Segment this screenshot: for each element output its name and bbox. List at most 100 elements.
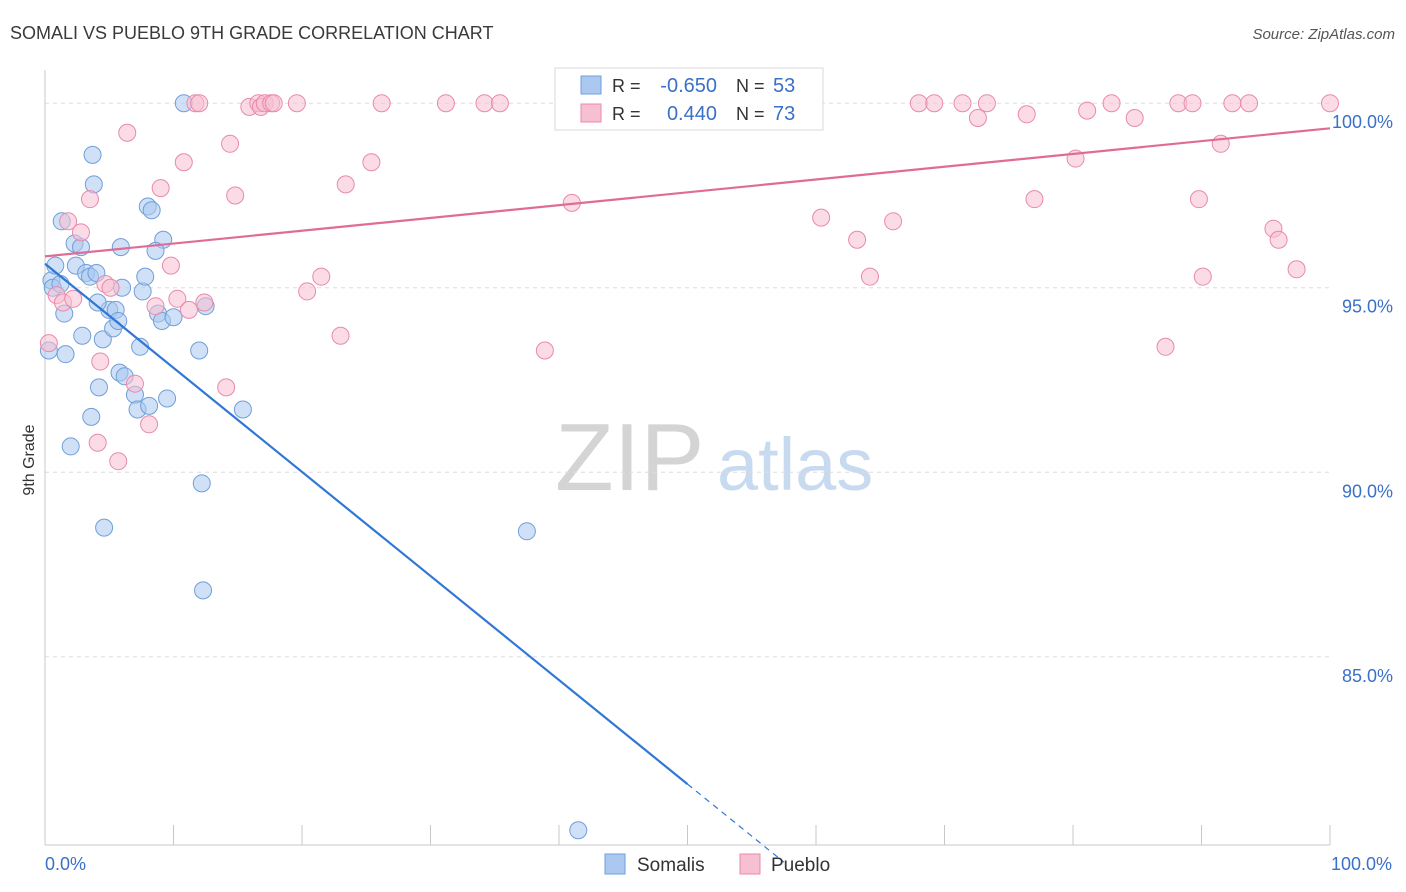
y-tick-label-1: 95.0% xyxy=(1342,297,1393,317)
pueblo-point-10 xyxy=(101,278,120,297)
x-tick-label-end: 100.0% xyxy=(1331,854,1392,874)
pueblo-point-58 xyxy=(1025,190,1044,209)
pueblo-point-22 xyxy=(190,94,209,113)
y-axis-label: 9th Grade xyxy=(21,424,38,495)
pueblo-point-15 xyxy=(146,297,165,316)
watermark-atlas: atlas xyxy=(717,423,873,506)
y-tick-label-2: 90.0% xyxy=(1342,481,1393,501)
stats-legend-r-value-somalis: -0.650 xyxy=(660,75,717,97)
somalis-point-46 xyxy=(233,400,252,419)
pueblo-point-14 xyxy=(140,415,159,434)
stats-legend-r-value-pueblo: 0.440 xyxy=(667,103,717,125)
pueblo-point-7 xyxy=(88,433,107,452)
somalis-point-18 xyxy=(89,378,108,397)
somalis-point-39 xyxy=(158,389,177,408)
bottom-legend-label-somalis: Somalis xyxy=(637,855,705,876)
pueblo-point-3 xyxy=(59,212,78,231)
stats-legend-swatch-somalis xyxy=(580,75,602,95)
somalis-point-15 xyxy=(83,145,102,164)
pueblo-point-40 xyxy=(436,94,455,113)
pueblo-point-53 xyxy=(925,94,944,113)
somalis-point-50 xyxy=(88,293,107,312)
pueblo-point-13 xyxy=(125,374,144,393)
pueblo-point-35 xyxy=(312,267,331,286)
pueblo-point-73 xyxy=(1287,260,1306,279)
pueblo-point-61 xyxy=(1102,94,1121,113)
pueblo-point-18 xyxy=(168,289,187,308)
y-tick-label-0: 100.0% xyxy=(1332,112,1393,132)
pueblo-point-24 xyxy=(217,378,236,397)
trend-lines xyxy=(44,127,1331,863)
pueblo-point-49 xyxy=(848,230,867,249)
pueblo-point-51 xyxy=(884,212,903,231)
x-axis-ticks xyxy=(44,825,1331,845)
somalis-point-11 xyxy=(73,326,92,345)
pueblo-point-70 xyxy=(1240,94,1259,113)
pueblo-point-60 xyxy=(1078,101,1097,120)
pueblo-point-16 xyxy=(151,179,170,198)
stats-legend-swatch-pueblo xyxy=(580,103,602,123)
pueblo-point-50 xyxy=(860,267,879,286)
pueblo-point-4 xyxy=(64,289,83,308)
pueblo-point-20 xyxy=(179,300,198,319)
pueblo-point-41 xyxy=(475,94,494,113)
pueblo-point-55 xyxy=(968,108,987,127)
somalis-point-43 xyxy=(192,474,211,493)
pueblo-point-52 xyxy=(909,94,928,113)
somalis-point-35 xyxy=(142,201,161,220)
pueblo-point-34 xyxy=(298,282,317,301)
pueblo-point-26 xyxy=(226,186,245,205)
stats-legend-n-value-pueblo: 73 xyxy=(773,103,795,125)
bottom-legend-swatch-somalis xyxy=(604,853,626,875)
x-tick-label-start: 0.0% xyxy=(45,854,86,874)
pueblo-point-38 xyxy=(362,153,381,172)
pueblo-point-37 xyxy=(336,175,355,194)
somalis-point-48 xyxy=(569,821,588,840)
stats-legend-r-label-pueblo: R = xyxy=(612,104,641,124)
chart-source: Source: ZipAtlas.com xyxy=(1252,26,1395,43)
pueblo-point-17 xyxy=(161,256,180,275)
pueblo-point-33 xyxy=(287,94,306,113)
pueblo-point-25 xyxy=(221,134,240,153)
pueblo-point-42 xyxy=(490,94,509,113)
pueblo-point-8 xyxy=(91,352,110,371)
somalis-point-16 xyxy=(84,175,103,194)
watermark-zip: ZIP xyxy=(555,404,704,511)
somalis-point-6 xyxy=(56,345,75,364)
somalis-point-42 xyxy=(190,341,209,360)
pueblo-points xyxy=(39,94,1339,471)
pueblo-point-32 xyxy=(264,94,283,113)
chart-title: SOMALI VS PUEBLO 9TH GRADE CORRELATION C… xyxy=(10,23,493,43)
pueblo-point-48 xyxy=(812,208,831,227)
pueblo-point-66 xyxy=(1189,190,1208,209)
somalis-point-19 xyxy=(93,330,112,349)
pueblo-point-65 xyxy=(1183,94,1202,113)
pueblo-point-56 xyxy=(977,94,996,113)
pueblo-point-11 xyxy=(109,452,128,471)
somalis-point-34 xyxy=(140,396,159,415)
grid-lines xyxy=(45,102,1330,658)
somalis-point-32 xyxy=(136,267,155,286)
pueblo-point-23 xyxy=(195,293,214,312)
somalis-trend-extension xyxy=(687,783,785,863)
pueblo-trend-line xyxy=(44,127,1331,258)
pueblo-point-63 xyxy=(1156,337,1175,356)
bottom-legend: Somalis Pueblo xyxy=(604,853,830,876)
pueblo-point-39 xyxy=(372,94,391,113)
pueblo-point-62 xyxy=(1125,108,1144,127)
somalis-point-7 xyxy=(61,437,80,456)
somalis-point-31 xyxy=(133,282,152,301)
y-tick-label-3: 85.0% xyxy=(1342,666,1393,686)
somalis-point-44 xyxy=(194,581,213,600)
bottom-legend-swatch-pueblo xyxy=(739,853,761,875)
pueblo-point-69 xyxy=(1223,94,1242,113)
somalis-point-14 xyxy=(82,407,101,426)
pueblo-point-12 xyxy=(118,123,137,142)
y-tick-labels: 100.0% 95.0% 90.0% 85.0% xyxy=(1332,112,1393,686)
stats-legend: R = -0.650 N = 53 R = 0.440 N = 73 xyxy=(554,67,824,131)
pueblo-point-36 xyxy=(331,326,350,345)
pueblo-point-19 xyxy=(174,153,193,172)
pueblo-point-67 xyxy=(1193,267,1212,286)
